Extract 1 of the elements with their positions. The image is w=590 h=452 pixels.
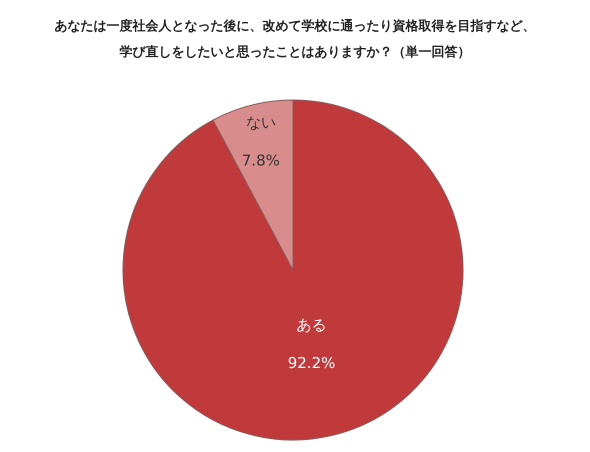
title: あなたは一度社会人となった後に、改めて学校に通ったり資格取得を目指すなど、学び直しをしたいと思ったことはありますか？（単一回答） <box>54 18 536 62</box>
